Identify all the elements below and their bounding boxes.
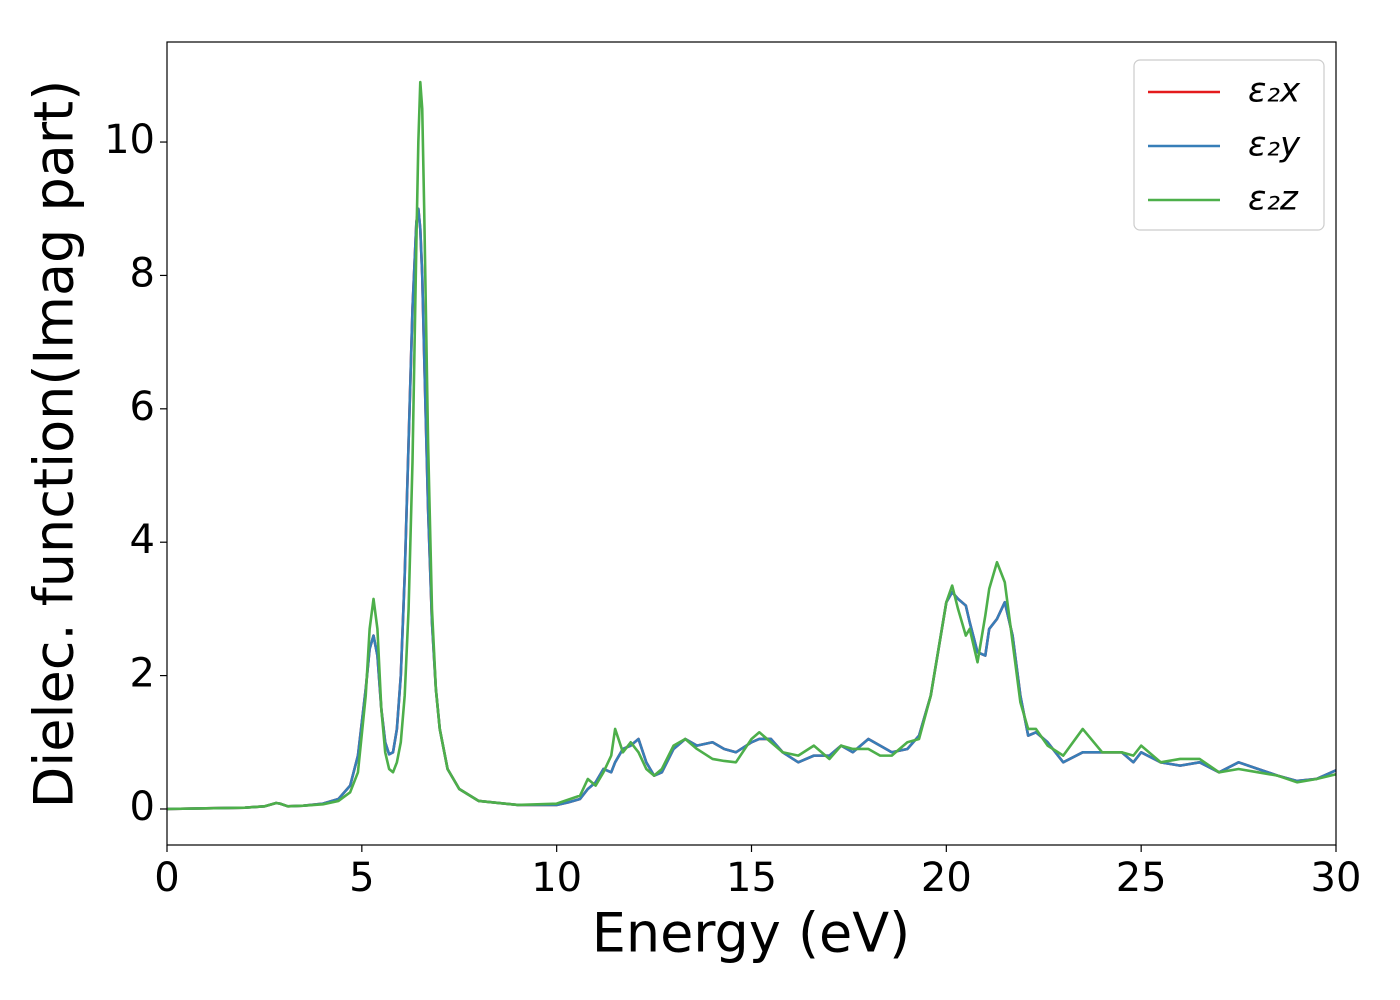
legend-label: ε₂z (1248, 179, 1299, 219)
x-tick-label: 30 (1311, 855, 1362, 901)
legend-label: ε₂x (1248, 71, 1301, 111)
y-axis-label: Dielec. function(Imag part) (23, 80, 86, 809)
data-line (167, 80, 1336, 811)
x-tick-label: 20 (921, 855, 972, 901)
x-tick-label: 25 (1116, 855, 1167, 901)
x-tick-label: 0 (154, 855, 179, 901)
y-tick-label: 0 (130, 784, 155, 830)
y-tick-label: 10 (104, 117, 155, 163)
plot-frame (166, 41, 1337, 846)
x-tick-label: 5 (349, 855, 374, 901)
legend-box (1133, 59, 1325, 231)
y-tick-label: 8 (130, 250, 155, 296)
y-tick-label: 2 (130, 651, 155, 697)
y-tick-label: 4 (130, 517, 155, 563)
y-tick-label: 6 (130, 384, 155, 430)
legend-label: ε₂y (1248, 125, 1301, 165)
x-tick-label: 10 (531, 855, 582, 901)
x-tick-label: 15 (726, 855, 777, 901)
data-line (167, 207, 1336, 811)
x-axis-label: Energy (eV) (592, 902, 911, 965)
data-line (167, 207, 1336, 811)
